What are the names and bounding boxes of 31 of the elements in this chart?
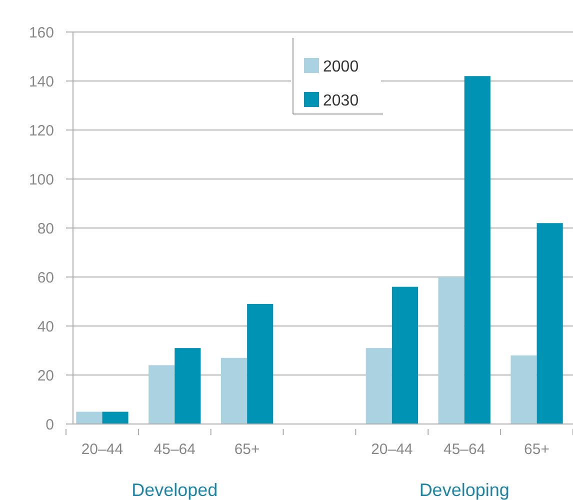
y-tick-label: 160 — [28, 24, 54, 42]
x-tick-label: 20–44 — [81, 441, 124, 458]
bar — [174, 348, 201, 424]
bar — [220, 358, 248, 424]
bar — [392, 286, 418, 424]
y-tick-label: 40 — [37, 318, 54, 336]
bar — [148, 365, 175, 424]
y-tick-label: 140 — [28, 73, 54, 90]
y-tick-label: 60 — [37, 269, 54, 286]
bar — [366, 348, 392, 424]
y-tick-label: 0 — [46, 416, 54, 434]
bar — [76, 412, 102, 424]
y-tick-label: 80 — [37, 220, 54, 238]
y-tick-label: 120 — [28, 122, 54, 140]
bar — [510, 355, 537, 424]
text: Developed — [132, 480, 218, 500]
bar — [438, 277, 464, 424]
legend-label: 2000 — [323, 58, 359, 76]
bar — [464, 76, 490, 424]
y-tick-label: 20 — [37, 367, 54, 384]
x-tick-label: 65+ — [524, 441, 550, 458]
y-tick-label: 100 — [28, 171, 54, 188]
x-tick-label: 20–44 — [371, 441, 413, 458]
x-tick-label: 65+ — [234, 441, 260, 458]
bar — [102, 412, 128, 424]
x-tick-label: 45–64 — [154, 441, 196, 458]
x-tick-label: 45–64 — [444, 441, 486, 458]
text: Developing — [419, 480, 510, 500]
bar — [536, 223, 563, 424]
legend-label: 2030 — [323, 92, 359, 110]
bar — [247, 304, 274, 424]
